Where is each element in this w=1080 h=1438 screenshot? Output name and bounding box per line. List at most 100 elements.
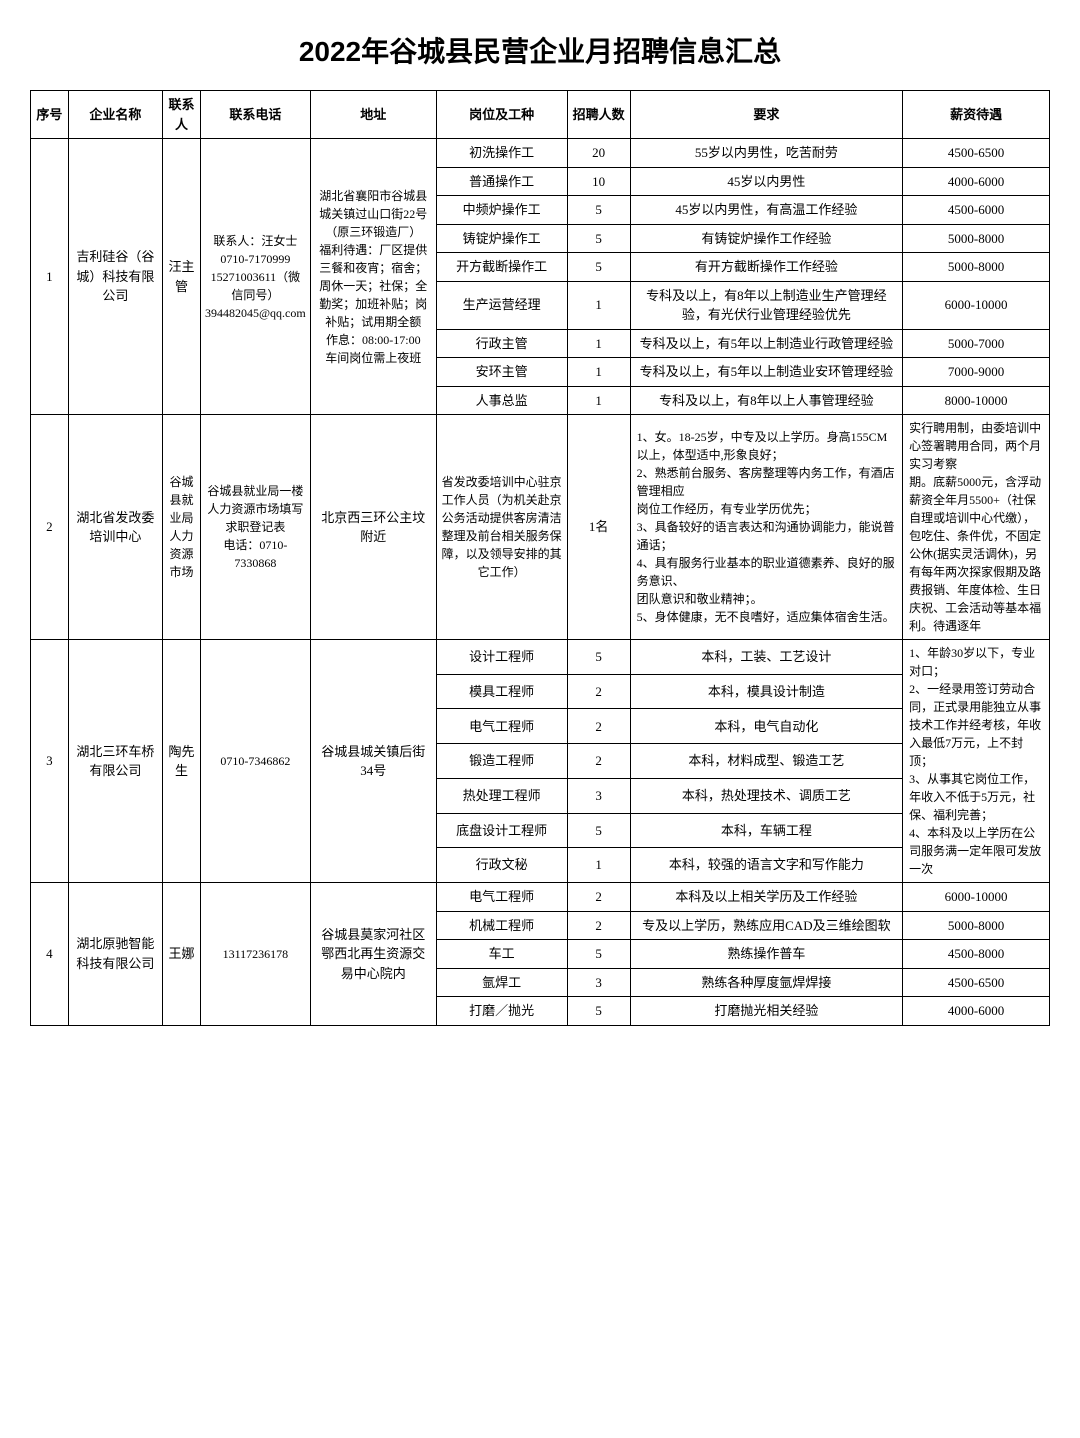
cell: 有开方截断操作工作经验 [630,253,903,282]
cell: 20 [567,139,630,168]
cell: 2 [567,674,630,709]
cell: 本科，电气自动化 [630,709,903,744]
cell: 5000-7000 [903,329,1050,358]
cell: 打磨抛光相关经验 [630,997,903,1026]
cell: 本科，材料成型、锻造工艺 [630,744,903,779]
cell: 2 [567,911,630,940]
cell: 专科及以上，有8年以上人事管理经验 [630,386,903,415]
cell: 湖北省发改委培训中心 [68,415,162,640]
table-row: 4湖北原驰智能科技有限公司王娜13117236178谷城县莫家河社区鄂西北再生资… [31,883,1050,912]
cell: 锻造工程师 [436,744,567,779]
cell: 4500-8000 [903,940,1050,969]
cell: 5000-8000 [903,224,1050,253]
cell: 3 [567,968,630,997]
cell: 1名 [567,415,630,640]
cell: 生产运营经理 [436,281,567,329]
cell: 王娜 [163,883,201,1026]
cell: 初洗操作工 [436,139,567,168]
page-title: 2022年谷城县民营企业月招聘信息汇总 [30,30,1050,70]
cell: 专科及以上，有8年以上制造业生产管理经验，有光伏行业管理经验优先 [630,281,903,329]
cell: 有铸锭炉操作工作经验 [630,224,903,253]
cell: 熟练各种厚度氩焊焊接 [630,968,903,997]
cell: 谷城县莫家河社区鄂西北再生资源交易中心院内 [310,883,436,1026]
cell: 13117236178 [200,883,310,1026]
cell: 汪主管 [163,139,201,415]
cell: 本科，较强的语言文字和写作能力 [630,848,903,883]
th-address: 地址 [310,91,436,139]
table-row: 2湖北省发改委培训中心谷城县就业局人力资源市场谷城县就业局一楼人力资源市场填写求… [31,415,1050,640]
cell: 熟练操作普车 [630,940,903,969]
cell: 4500-6000 [903,196,1050,225]
cell: 专科及以上，有5年以上制造业安环管理经验 [630,358,903,387]
th-salary: 薪资待遇 [903,91,1050,139]
cell: 铸锭炉操作工 [436,224,567,253]
cell: 4000-6000 [903,997,1050,1026]
cell: 省发改委培训中心驻京工作人员（为机关赴京公务活动提供客房清洁整理及前台相关服务保… [436,415,567,640]
cell: 本科及以上相关学历及工作经验 [630,883,903,912]
cell: 6000-10000 [903,883,1050,912]
cell: 1 [567,386,630,415]
cell: 5 [567,196,630,225]
cell: 1 [567,329,630,358]
cell: 专科及以上，有5年以上制造业行政管理经验 [630,329,903,358]
cell: 中频炉操作工 [436,196,567,225]
cell: 1 [567,848,630,883]
table-row: 3湖北三环车桥有限公司陶先生0710-7346862谷城县城关镇后街34号设计工… [31,640,1050,675]
cell: 4500-6500 [903,139,1050,168]
cell: 谷城县就业局一楼人力资源市场填写求职登记表 电话：0710-7330868 [200,415,310,640]
cell: 1、年龄30岁以下，专业对口； 2、一经录用签订劳动合同，正式录用能独立从事技术… [903,640,1050,883]
cell: 2 [567,709,630,744]
cell: 谷城县就业局人力资源市场 [163,415,201,640]
th-phone: 联系电话 [200,91,310,139]
cell: 吉利硅谷（谷城）科技有限公司 [68,139,162,415]
th-company: 企业名称 [68,91,162,139]
cell: 本科，车辆工程 [630,813,903,848]
th-req: 要求 [630,91,903,139]
th-position: 岗位及工种 [436,91,567,139]
cell: 车工 [436,940,567,969]
cell: 底盘设计工程师 [436,813,567,848]
cell: 2 [31,415,69,640]
th-contact: 联系人 [163,91,201,139]
cell: 谷城县城关镇后街34号 [310,640,436,883]
cell: 8000-10000 [903,386,1050,415]
cell: 北京西三环公主坟附近 [310,415,436,640]
cell: 电气工程师 [436,883,567,912]
cell: 本科，模具设计制造 [630,674,903,709]
cell: 5 [567,997,630,1026]
cell: 电气工程师 [436,709,567,744]
table-row: 1吉利硅谷（谷城）科技有限公司汪主管联系人：汪女士 0710-7170999 1… [31,139,1050,168]
cell: 实行聘用制，由委培训中心签署聘用合同，两个月实习考察 期。底薪5000元，含浮动… [903,415,1050,640]
cell: 安环主管 [436,358,567,387]
cell: 设计工程师 [436,640,567,675]
th-count: 招聘人数 [567,91,630,139]
cell: 5 [567,640,630,675]
cell: 10 [567,167,630,196]
cell: 1 [31,139,69,415]
cell: 5000-8000 [903,911,1050,940]
cell: 1 [567,358,630,387]
cell: 0710-7346862 [200,640,310,883]
th-seq: 序号 [31,91,69,139]
cell: 湖北省襄阳市谷城县城关镇过山口街22号（原三环锻造厂） 福利待遇：厂区提供三餐和… [310,139,436,415]
cell: 开方截断操作工 [436,253,567,282]
cell: 1 [567,281,630,329]
cell: 行政文秘 [436,848,567,883]
cell: 7000-9000 [903,358,1050,387]
cell: 5 [567,253,630,282]
cell: 6000-10000 [903,281,1050,329]
cell: 2 [567,883,630,912]
cell: 2 [567,744,630,779]
cell: 45岁以内男性，有高温工作经验 [630,196,903,225]
cell: 模具工程师 [436,674,567,709]
cell: 本科，工装、工艺设计 [630,640,903,675]
cell: 4 [31,883,69,1026]
cell: 陶先生 [163,640,201,883]
cell: 行政主管 [436,329,567,358]
cell: 机械工程师 [436,911,567,940]
cell: 5 [567,224,630,253]
cell: 55岁以内男性，吃苦耐劳 [630,139,903,168]
cell: 3 [31,640,69,883]
cell: 热处理工程师 [436,778,567,813]
cell: 专及以上学历，熟练应用CAD及三维绘图软 [630,911,903,940]
